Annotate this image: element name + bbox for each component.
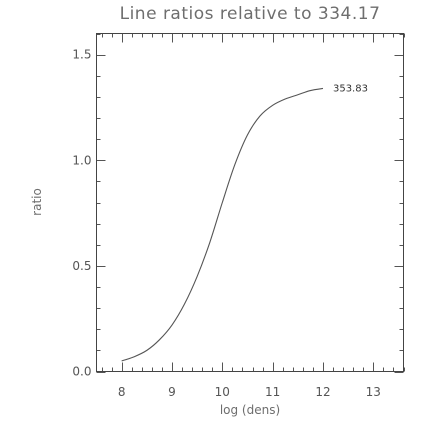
axis-ticks — [96, 33, 405, 373]
x-tick-label: 11 — [265, 385, 280, 399]
x-tick-label: 10 — [215, 385, 230, 399]
x-tick-label: 13 — [366, 385, 381, 399]
y-tick-label: 0.5 — [72, 259, 91, 273]
x-tick-label: 12 — [315, 385, 330, 399]
x-axis-label: log (dens) — [220, 403, 280, 417]
y-tick-label: 0.0 — [72, 365, 91, 379]
x-tick-label: 9 — [168, 385, 176, 399]
series-line — [121, 87, 324, 362]
y-tick-label: 1.0 — [72, 153, 91, 167]
x-tick-label: 8 — [118, 385, 126, 399]
plot-frame — [96, 33, 404, 372]
series-label: 353.83 — [333, 83, 368, 94]
tick-labels: 8 9 10 11 12 13 0.0 0.5 1.0 1.5 — [72, 48, 381, 399]
chart-title: Line ratios relative to 334.17 — [120, 4, 381, 24]
y-tick-label: 1.5 — [72, 48, 91, 62]
series-group: 353.83 — [121, 83, 368, 362]
y-axis-label: ratio — [30, 188, 44, 216]
